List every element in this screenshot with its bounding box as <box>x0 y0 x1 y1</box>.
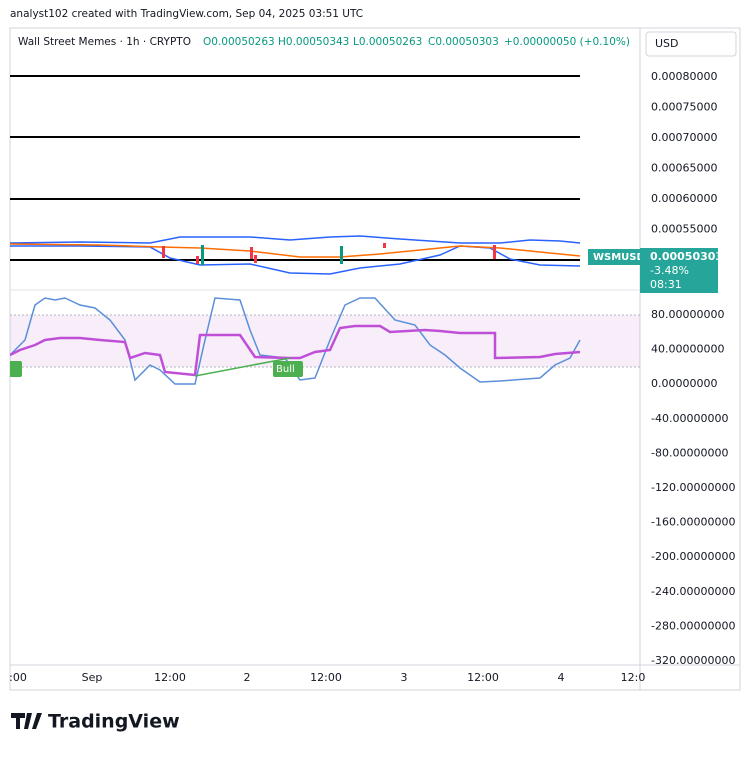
candle <box>340 246 343 264</box>
price-tick-label: 0.00070000 <box>651 131 717 144</box>
symbol-badge <box>588 249 640 265</box>
candle <box>162 246 165 258</box>
oscillator-tick-label: -200.00000000 <box>651 550 735 563</box>
attribution: analyst102 created with TradingView.com,… <box>10 8 363 20</box>
bollinger-upper <box>10 235 581 244</box>
oscillator-tick-label: 80.00000000 <box>651 308 724 321</box>
oscillator-tick-label: -320.00000000 <box>651 654 735 667</box>
close: C0.00050303 <box>428 36 499 48</box>
divergence-line <box>194 357 291 377</box>
low: L0.00050263 <box>353 36 422 48</box>
time-tick-label: 3 <box>401 671 408 684</box>
symbol: Wall Street Memes · 1h · CRYPTO <box>18 36 191 48</box>
currency-button[interactable] <box>645 31 737 57</box>
chart-frame <box>9 27 741 691</box>
signal-label: Bull <box>0 364 11 375</box>
badge-change: -3.48% <box>650 264 689 277</box>
time-tick-label: 12:0 <box>621 671 646 684</box>
oscillator-tick-label: -280.00000000 <box>651 619 735 632</box>
candle <box>254 255 257 263</box>
price-tick-label: 0.00075000 <box>651 101 717 114</box>
oscillator-tick-label: -40.00000000 <box>651 412 728 425</box>
time-tick-label: 12:00 <box>154 671 186 684</box>
brand: TradingView <box>48 711 180 733</box>
oscillator-tick-label: -80.00000000 <box>651 446 728 459</box>
time-tick-label: 2 <box>244 671 251 684</box>
oscillator-tick-label: 40.00000000 <box>651 343 724 356</box>
price-tick-label: 0.00055000 <box>651 223 717 236</box>
badge-symbol: WSMUSD <box>593 252 645 263</box>
candle <box>493 245 496 259</box>
high: H0.00050343 <box>278 36 349 48</box>
oscillator-tick-label: 0.00000000 <box>651 377 717 390</box>
candle <box>250 247 253 259</box>
stoch-d <box>10 324 581 377</box>
time-tick-label: Sep <box>82 671 103 684</box>
signal-badge <box>10 361 22 377</box>
price-tick-label: 0.00065000 <box>651 162 717 175</box>
candle <box>383 243 386 248</box>
signal-label: Bull <box>276 364 295 375</box>
candle <box>201 245 204 265</box>
price-tick-label: 0.00060000 <box>651 192 717 205</box>
time-tick-label: :00 <box>9 671 27 684</box>
brand-logo: TradingView <box>11 711 180 733</box>
time-tick-label: 4 <box>558 671 565 684</box>
candle <box>196 256 199 264</box>
time-tick-label: 12:00 <box>310 671 342 684</box>
price-badge <box>640 248 718 293</box>
badge-price: 0.00050303 <box>650 250 723 263</box>
currency[interactable]: USD <box>655 37 679 50</box>
badge-countdown: 08:31 <box>650 278 682 291</box>
open: O0.00050263 <box>203 36 275 48</box>
time-tick-label: 12:00 <box>467 671 499 684</box>
signal-badge <box>273 361 303 377</box>
change: +0.00000050 (+0.10%) <box>504 36 630 48</box>
oscillator-pane: Bull Bull <box>0 297 640 385</box>
oscillator-tick-label: -160.00000000 <box>651 516 735 529</box>
bollinger-lower <box>10 245 581 275</box>
stoch-k <box>10 297 581 385</box>
oscillator-tick-label: -120.00000000 <box>651 481 735 494</box>
oscillator-tick-label: -240.00000000 <box>651 585 735 598</box>
price-tick-label: 0.00080000 <box>651 70 717 83</box>
price-pane <box>10 75 581 275</box>
